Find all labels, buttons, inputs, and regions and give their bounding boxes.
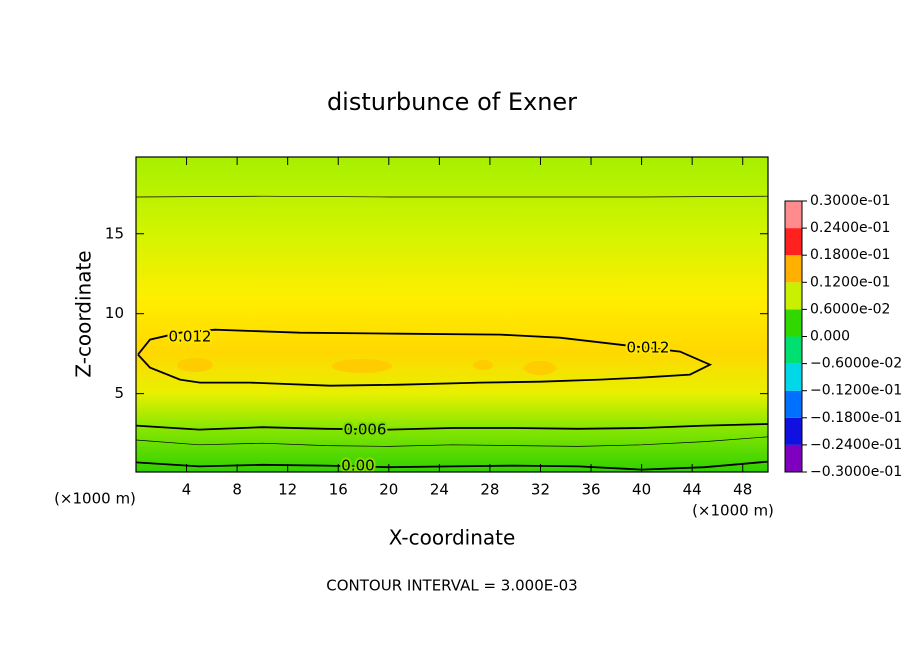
colorbar-tick-label: −0.1200e-01 [810,383,902,399]
x-tick-label: 12 [278,481,297,499]
field-patch [524,361,556,375]
colorbar-tick-label: −0.1800e-01 [810,410,902,426]
contour-label: 0.006 [344,421,387,439]
x-tick-label: 20 [379,481,398,499]
contour-line [135,423,769,431]
y-unit: (×1000 m) [54,490,136,508]
plot-frame [135,156,769,473]
x-tick-label: 40 [632,481,651,499]
colorbar-tick-label: −0.2400e-01 [810,437,902,453]
chart-title: disturbunce of Exner [327,88,577,116]
colorbar-tick-label: 0.1200e-01 [810,274,890,290]
colorbar-segment [785,390,802,418]
plot-area [136,157,768,472]
field-patch [332,359,392,373]
x-axis-label: X-coordinate [389,526,516,550]
colorbar-tick-label: 0.2400e-01 [810,220,890,236]
colorbar-segment [785,309,802,337]
contour-line [135,195,769,198]
contour-line [137,328,713,387]
y-tick-label: 5 [114,384,124,402]
y-tick-label: 15 [105,224,124,242]
colorbar-tick-label: 0.000 [810,329,850,345]
x-tick-label: 28 [480,481,499,499]
contour-label: 0.00 [341,457,374,475]
colorbar-tick-label: 0.3000e-01 [810,193,890,209]
contour-label: 0.012 [627,339,670,357]
y-axis-label: Z-coordinate [72,250,96,377]
colorbar-segment [785,336,802,364]
x-tick-label: 32 [531,481,550,499]
colorbar-segment [785,255,802,283]
contour-line [135,460,769,471]
colorbar-tick-label: 0.6000e-02 [810,301,890,317]
contour-line [135,436,769,447]
colorbar-segment [785,444,802,472]
y-tick-label: 10 [105,304,124,322]
colorbar-tick-label: −0.3000e-01 [810,464,902,480]
x-unit: (×1000 m) [692,502,774,520]
colorbar-tick-label: −0.6000e-02 [810,356,902,372]
colorbar-tick-label: 0.1800e-01 [810,247,890,263]
contour-label: 0.012 [169,328,212,346]
x-tick-label: 44 [683,481,702,499]
field-patch [177,358,213,372]
x-tick-label: 16 [329,481,348,499]
x-tick-label: 48 [733,481,752,499]
colorbar-segment [785,363,802,391]
colorbar-segment [785,282,802,310]
footer: CONTOUR INTERVAL = 3.000E-03 [326,577,577,595]
x-tick-label: 4 [182,481,192,499]
x-tick-label: 24 [430,481,449,499]
colorbar-segment [785,201,802,229]
x-tick-label: 36 [581,481,600,499]
x-tick-label: 8 [232,481,242,499]
field-patch [473,360,493,370]
colorbar-segment [785,228,802,256]
field-fill [136,157,768,472]
colorbar-segment [785,417,802,445]
